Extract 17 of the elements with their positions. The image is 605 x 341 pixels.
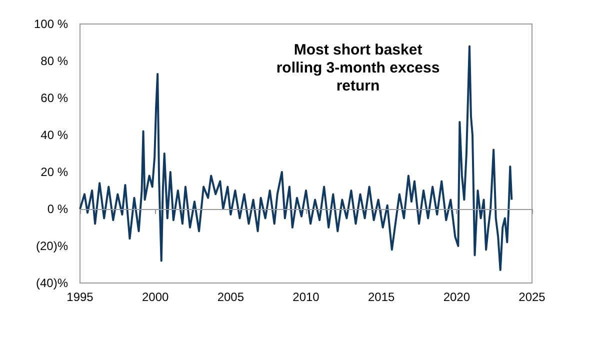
y-tick-label: 40 % xyxy=(40,128,68,142)
x-tick-label: 1995 xyxy=(66,290,94,304)
text: Most short basket rolling 3-month excess return xyxy=(276,42,440,94)
x-tick-label: 2005 xyxy=(217,290,244,304)
x-tick-label: 2025 xyxy=(518,290,546,304)
y-tick-label: (20)% xyxy=(36,239,68,253)
y-tick-label: 20 % xyxy=(40,165,68,179)
y-tick-label: 100 % xyxy=(34,17,68,31)
x-tick-label: 2000 xyxy=(142,290,170,304)
x-tick-label: 2015 xyxy=(368,290,396,304)
y-tick-label: 0 % xyxy=(47,202,68,216)
x-tick-label: 2020 xyxy=(443,290,470,304)
y-tick-label: (40)% xyxy=(36,276,68,290)
x-tick-label: 2010 xyxy=(292,290,320,304)
y-tick-label: 60 % xyxy=(40,91,68,105)
y-tick-label: 80 % xyxy=(40,54,68,68)
line-series xyxy=(79,45,513,272)
